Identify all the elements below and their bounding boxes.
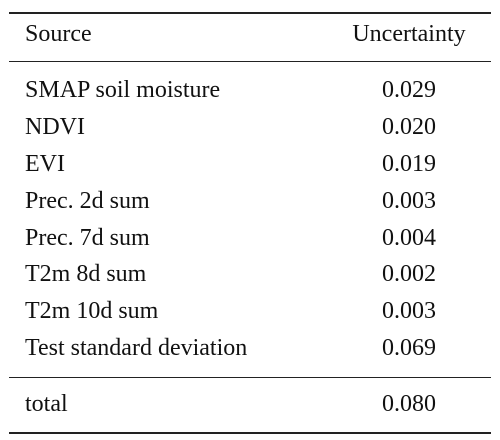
header-row: Source Uncertainty xyxy=(0,16,500,52)
row-uncertainty: 0.029 xyxy=(382,77,436,103)
row-source: Prec. 2d sum xyxy=(25,188,150,214)
total-uncertainty: 0.080 xyxy=(382,391,436,417)
table-row: NDVI 0.020 xyxy=(0,109,500,145)
table-row: Test standard deviation 0.069 xyxy=(0,330,500,366)
row-source: Prec. 7d sum xyxy=(25,225,150,251)
row-source: T2m 10d sum xyxy=(25,298,159,324)
row-uncertainty: 0.020 xyxy=(382,114,436,140)
row-uncertainty: 0.069 xyxy=(382,335,436,361)
table-row: Prec. 7d sum 0.004 xyxy=(0,220,500,256)
row-uncertainty: 0.003 xyxy=(382,298,436,324)
table-row: T2m 8d sum 0.002 xyxy=(0,256,500,292)
table-row: T2m 10d sum 0.003 xyxy=(0,293,500,329)
row-source: NDVI xyxy=(25,114,85,140)
table-row: Prec. 2d sum 0.003 xyxy=(0,183,500,219)
header-source: Source xyxy=(25,21,92,47)
header-rule xyxy=(9,61,491,62)
row-source: EVI xyxy=(25,151,65,177)
row-uncertainty: 0.002 xyxy=(382,261,436,287)
total-row: total 0.080 xyxy=(0,386,500,422)
table-row: EVI 0.019 xyxy=(0,146,500,182)
row-uncertainty: 0.019 xyxy=(382,151,436,177)
total-rule xyxy=(9,377,491,378)
table-row: SMAP soil moisture 0.029 xyxy=(0,72,500,108)
row-source: Test standard deviation xyxy=(25,335,248,361)
total-source: total xyxy=(25,391,68,417)
row-source: SMAP soil moisture xyxy=(25,77,221,103)
row-uncertainty: 0.003 xyxy=(382,188,436,214)
bottom-rule xyxy=(9,432,491,434)
top-rule xyxy=(9,12,491,14)
row-source: T2m 8d sum xyxy=(25,261,147,287)
header-uncertainty: Uncertainty xyxy=(352,21,466,47)
row-uncertainty: 0.004 xyxy=(382,225,436,251)
